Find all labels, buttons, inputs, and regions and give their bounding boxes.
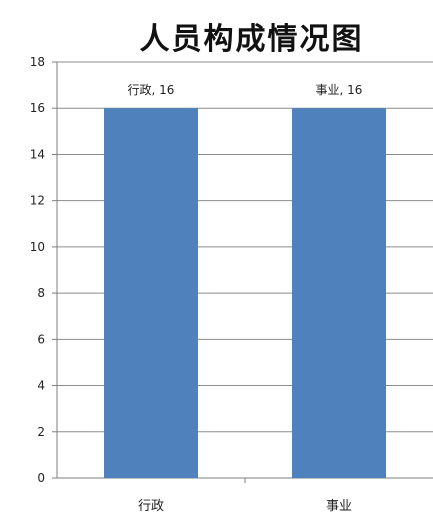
bar xyxy=(104,108,198,478)
y-tick-label: 0 xyxy=(37,471,45,485)
x-tick-label: 事业 xyxy=(326,499,352,514)
y-tick-label: 4 xyxy=(37,379,45,393)
bar xyxy=(292,108,386,478)
y-tick-label: 2 xyxy=(37,425,45,439)
y-tick-label: 6 xyxy=(37,332,45,346)
y-tick-label: 16 xyxy=(30,101,45,115)
x-tick-label: 行政 xyxy=(138,499,164,514)
y-tick-label: 10 xyxy=(30,240,45,254)
data-label: 事业, 16 xyxy=(316,83,363,97)
y-tick-label: 18 xyxy=(30,55,45,69)
data-label: 行政, 16 xyxy=(128,83,175,97)
y-tick-label: 8 xyxy=(37,286,45,300)
y-tick-label: 14 xyxy=(30,147,45,161)
y-tick-label: 12 xyxy=(30,194,45,208)
chart-title: 人员构成情况图 xyxy=(139,22,364,57)
